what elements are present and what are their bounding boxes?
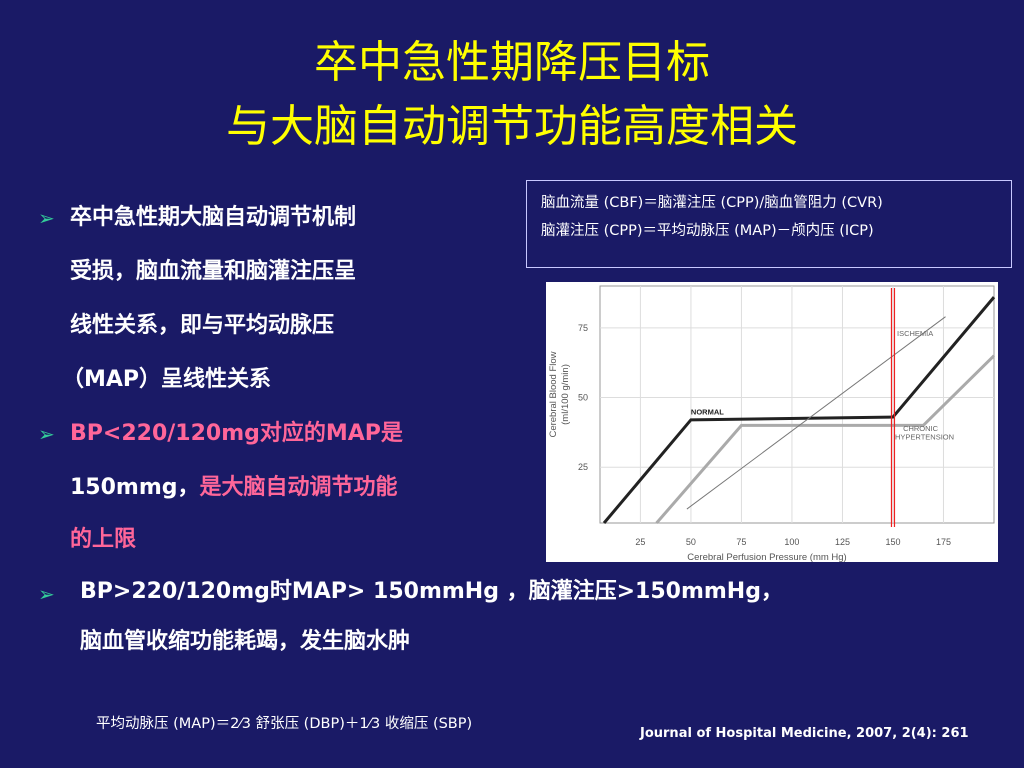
bullet3-line1: BP>220/120mg时MAP> 150mmHg ，脑灌注压>150mmHg， [80,579,783,604]
annotation-label: HYPERTENSION [895,432,954,441]
plot-frame [599,285,995,524]
y-axis-label: Cerebral Blood Flow [548,351,559,437]
x-tick-label: 50 [686,537,696,547]
y-tick-label: 50 [578,393,588,403]
annotation-label: CHRONIC [903,424,939,433]
series-line-normal [602,296,996,524]
y-axis-label-unit: (ml/100 g/min) [560,364,571,425]
autoregulation-chart: 25 50 75 100 125 150 175 25 50 75 Cerebral Perfusi… [546,282,998,563]
bullet2-line3: 的上限 [70,527,137,552]
x-tick-label: 100 [784,537,799,547]
series-line-chronic-hypertension [655,354,996,524]
formula-box: 脑血流量 (CBF)＝脑灌注压 (CPP)/脑血管阻力 (CVR) 脑灌注压 (… [526,180,1012,268]
bullet1-line3: 线性关系，即与平均动脉压 [70,313,335,338]
bullet3-line2: 脑血管收缩功能耗竭，发生脑水肿 [80,629,411,654]
bullet2-line1: BP<220/120mg对应的MAP是 [70,421,403,446]
bullet2-line2-text: 是大脑自动调节功能 [199,475,398,500]
x-tick-label: 25 [635,537,645,547]
x-tick-label: 175 [936,537,951,547]
map-formula: 平均动脉压 (MAP)＝2⁄3 舒张压 (DBP)＋1⁄3 收缩压 (SBP) [96,716,473,732]
bullet1-line2: 受损，脑血流量和脑灌注压呈 [70,259,357,284]
slide-title-line2: 与大脑自动调节功能高度相关 [226,101,798,152]
x-tick-label: 125 [835,537,850,547]
bullet-arrow-icon: ➢ [38,422,55,446]
series-line-ischemia [686,316,946,510]
bullet-arrow-icon: ➢ [38,206,55,230]
bullet1-line1: 卒中急性期大脑自动调节机制 [70,205,357,230]
y-tick-label: 25 [578,462,588,472]
annotation-label: NORMAL [691,407,724,416]
formula-cbf: 脑血流量 (CBF)＝脑灌注压 (CPP)/脑血管阻力 (CVR) [541,195,883,211]
bullet2-line2-value: 150mmg， [70,475,200,500]
y-tick-label: 75 [578,323,588,333]
x-axis-label: Cerebral Perfusion Pressure (mm Hg) [687,552,846,562]
x-tick-label: 75 [736,537,746,547]
bullet1-line4: （MAP）呈线性关系 [62,367,272,392]
bullet2-line2: 150mmg，是大脑自动调节功能 [70,474,398,502]
slide-title-line1: 卒中急性期降压目标 [314,37,710,88]
chart-svg: 25 50 75 100 125 150 175 25 50 75 Cerebral Perfusi… [548,285,996,563]
formula-cpp: 脑灌注压 (CPP)＝平均动脉压 (MAP)－颅内压 (ICP) [541,223,874,239]
bullet-arrow-icon: ➢ [38,582,55,606]
x-tick-label: 150 [885,537,900,547]
journal-citation: Journal of Hospital Medicine, 2007, 2(4)… [640,726,969,741]
annotation-label: ISCHEMIA [897,329,933,338]
